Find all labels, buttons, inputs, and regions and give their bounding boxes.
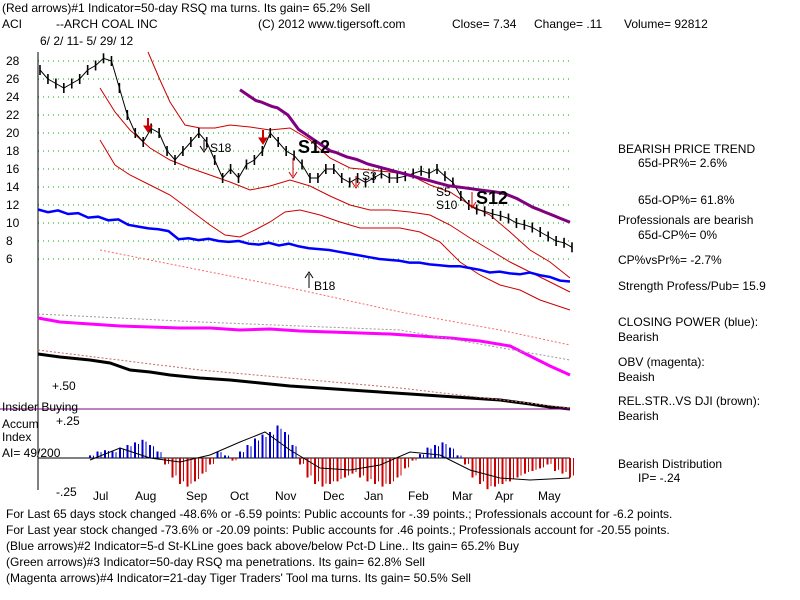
closing-power-label: CLOSING POWER (blue):: [618, 315, 758, 329]
month-label: Jan: [364, 489, 383, 503]
signal-s18: S18: [210, 141, 232, 155]
sell-arrow: [199, 140, 209, 153]
distribution-label: Bearish Distribution: [618, 457, 722, 471]
y-tick-label: 18: [6, 144, 20, 158]
accum-bars: [89, 425, 574, 490]
copyright-text: (C) 2012 www.tigersoft.com: [258, 17, 405, 31]
y-tick-label: 28: [6, 54, 20, 68]
signal-b18: B18: [314, 279, 336, 293]
y-tick-label: 24: [6, 90, 20, 104]
y-tick-label: 6: [6, 252, 13, 266]
month-label: Nov: [275, 489, 296, 503]
ip-value: IP= -.24: [638, 471, 681, 485]
month-label: Oct: [230, 489, 249, 503]
pros-label: Professionals are bearish: [618, 213, 753, 227]
closing-power-status: Bearish: [618, 330, 659, 344]
footer-line-2: For Last year stock changed -73.6% or -2…: [6, 523, 670, 537]
obv-label: OBV (magenta):: [618, 355, 705, 369]
signal-s3: S3: [362, 169, 377, 183]
sell-arrow: [143, 118, 153, 133]
mid-band: [99, 87, 571, 293]
y-tick-label: 14: [6, 180, 20, 194]
sell-arrow: [288, 158, 298, 179]
accum-tick-25: +.25: [56, 414, 80, 428]
company-name: --ARCH COAL INC: [56, 17, 158, 31]
closing-power-series: [37, 208, 571, 283]
accum-tick-50: +.50: [52, 379, 76, 393]
relstr-status: Bearish: [618, 409, 659, 423]
footer-line-4: (Green arrows)#3 Indicator=50-day RSQ ma…: [6, 555, 425, 569]
price-axis: 28 26 24 22 20 18 16 14 12 10 8 6: [6, 54, 20, 266]
close-value: Close= 7.34: [452, 17, 517, 31]
buy-arrow: [304, 271, 314, 288]
y-tick-label: 16: [6, 162, 20, 176]
closing-power-trend: [99, 249, 571, 346]
change-value: Change= .11: [534, 17, 602, 31]
cp-value: 65d-CP%= 0%: [638, 228, 717, 242]
relstr-line: [37, 352, 571, 411]
accum-tick-neg25: -.25: [56, 485, 77, 499]
relstr-label: REL.STR..VS DJI (brown):: [618, 394, 760, 408]
month-label: Apr: [495, 489, 514, 503]
price-line: [39, 57, 573, 248]
signal-s12: S12: [476, 188, 508, 208]
price-series: [39, 53, 573, 253]
month-label: Feb: [408, 489, 429, 503]
footer-line-3: (Blue arrows)#2 Indicator=5-d St-KLine g…: [6, 539, 519, 553]
sell-arrow: [467, 192, 477, 209]
ai-label: AI= 49/200: [2, 446, 61, 460]
insider-buying-label: Insider Buying: [2, 400, 78, 414]
y-tick-label: 12: [6, 198, 20, 212]
strength-value: Strength Profess/Pub= 15.9: [618, 279, 766, 293]
ticker-label: ACI: [2, 17, 22, 31]
sell-arrow: [351, 176, 361, 189]
trend-label: BEARISH PRICE TREND: [618, 142, 755, 156]
month-label: May: [538, 489, 561, 503]
footer-line-1: For Last 65 days stock changed -48.6% or…: [6, 507, 672, 521]
obv-trend: [37, 313, 571, 361]
footer-line-5: (Magenta arrows)#4 Indicator=21-day Tige…: [6, 571, 471, 585]
pr-value: 65d-PR%= 2.6%: [638, 156, 727, 170]
month-label: Dec: [323, 489, 344, 503]
obv-line: [37, 316, 571, 377]
month-label: Jul: [93, 489, 108, 503]
ma-50d-line: [239, 88, 571, 224]
y-tick-label: 20: [6, 126, 20, 140]
relstr-trend: [37, 349, 571, 409]
sell-arrow: [258, 130, 268, 145]
signal-s12: S12: [298, 137, 330, 157]
signal-s5: S5: [436, 185, 451, 199]
month-axis: Jul Aug Sep Oct Nov Dec Jan Feb Mar Apr May: [93, 489, 561, 503]
y-tick-label: 22: [6, 108, 20, 122]
signal-s10: S10: [436, 198, 458, 212]
gridlines: [37, 52, 572, 490]
obv-status: Beaish: [618, 370, 655, 384]
closing-power-line: [37, 208, 571, 283]
op-value: 65d-OP%= 61.8%: [638, 193, 735, 207]
month-label: Mar: [452, 489, 473, 503]
month-label: Aug: [135, 489, 156, 503]
moving-average-series: [239, 88, 571, 224]
accum-label: Accum: [2, 417, 39, 431]
lower-band: [99, 139, 571, 311]
month-label: Sep: [186, 489, 208, 503]
accum-ma: [89, 431, 571, 481]
indicator-1-text: (Red arrows)#1 Indicator=50-day RSQ ma t…: [2, 1, 370, 15]
volume-value: Volume= 92812: [624, 17, 708, 31]
y-tick-label: 10: [6, 216, 20, 230]
cpvspr-value: CP%vsPr%= -2.7%: [618, 253, 722, 267]
y-tick-label: 26: [6, 72, 20, 86]
index-label: Index: [2, 430, 31, 444]
date-range: 6/ 2/ 11- 5/ 29/ 12: [40, 34, 134, 48]
y-tick-label: 8: [6, 234, 13, 248]
